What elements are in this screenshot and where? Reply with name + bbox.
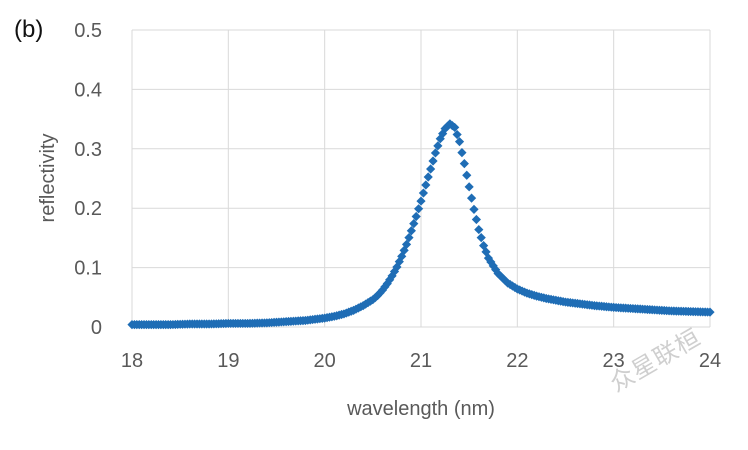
data-point [416, 196, 426, 206]
data-point [392, 262, 402, 272]
data-point [464, 182, 474, 192]
data-point [452, 129, 462, 140]
x-tick-label: 20 [314, 350, 336, 372]
data-point [423, 172, 433, 182]
y-tick-label: 0.5 [74, 20, 102, 42]
data-point [471, 214, 481, 225]
data-point [387, 271, 397, 281]
x-tick-label: 21 [410, 350, 432, 372]
data-point [481, 247, 491, 257]
y-tick-label: 0 [91, 317, 102, 339]
y-tick-label: 0.4 [74, 79, 102, 101]
data-point [433, 141, 443, 151]
data-point [476, 233, 486, 243]
data-point [462, 170, 472, 180]
data-point [413, 204, 424, 214]
data-point [426, 164, 436, 174]
data-point [469, 204, 479, 214]
x-tick-label: 22 [506, 350, 528, 372]
data-point [705, 307, 715, 317]
data-point [375, 288, 385, 298]
data-point [421, 180, 431, 190]
data-point [385, 275, 395, 285]
panel-label: (b) [14, 16, 44, 43]
data-point [457, 148, 467, 158]
x-tick-label: 18 [121, 350, 143, 372]
data-point [406, 226, 416, 236]
data-point [394, 257, 404, 267]
data-point [442, 121, 453, 131]
x-tick-label: 24 [699, 350, 721, 372]
data-point [459, 159, 469, 169]
data-point [418, 188, 429, 198]
data-point [430, 148, 441, 158]
data-point [454, 137, 465, 147]
x-tick-label: 23 [603, 350, 625, 372]
x-axis-title: wavelength (nm) [346, 398, 495, 420]
y-tick-label: 0.2 [74, 198, 102, 220]
data-point [401, 239, 412, 250]
data-point [479, 241, 489, 251]
data-points [127, 119, 715, 330]
data-point [466, 193, 477, 203]
data-point [500, 276, 510, 286]
data-point [409, 219, 419, 229]
data-point [411, 211, 421, 222]
x-tick-label: 19 [217, 350, 239, 372]
y-tick-label: 0.1 [74, 258, 102, 280]
data-point [495, 271, 506, 281]
data-point [493, 268, 503, 279]
data-point [450, 122, 460, 133]
data-point [428, 156, 438, 166]
data-point [438, 129, 448, 139]
y-tick-label: 0.3 [74, 139, 102, 161]
y-axis-title: reflectivity [37, 134, 59, 223]
grid-layer [131, 29, 711, 328]
tick-layer: 18 19 20 21 22 23 24 0 0.1 0.2 0.3 0.4 0.5 [74, 20, 721, 372]
data-point [404, 233, 414, 243]
data-point [474, 224, 484, 235]
